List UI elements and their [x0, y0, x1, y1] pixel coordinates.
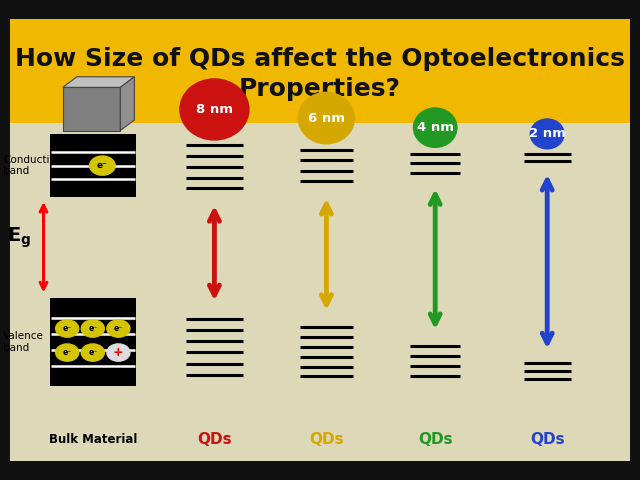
Text: Conduction
band: Conduction band — [3, 155, 63, 176]
Ellipse shape — [530, 118, 565, 150]
Text: e⁻: e⁻ — [114, 324, 123, 333]
Polygon shape — [63, 87, 120, 131]
Circle shape — [107, 320, 130, 337]
Text: 8 nm: 8 nm — [196, 103, 233, 116]
Polygon shape — [63, 77, 134, 87]
FancyBboxPatch shape — [10, 19, 630, 123]
Text: QDs: QDs — [309, 432, 344, 447]
Polygon shape — [120, 77, 134, 131]
Text: QDs: QDs — [197, 432, 232, 447]
FancyBboxPatch shape — [50, 134, 136, 197]
Text: Properties?: Properties? — [239, 77, 401, 101]
Text: 2 nm: 2 nm — [529, 127, 566, 141]
FancyBboxPatch shape — [50, 298, 136, 386]
Circle shape — [56, 344, 79, 361]
Circle shape — [81, 320, 104, 337]
Circle shape — [81, 344, 104, 361]
Text: +: + — [113, 346, 124, 359]
Text: $\mathbf{E_g}$: $\mathbf{E_g}$ — [6, 225, 31, 250]
Text: e⁻: e⁻ — [97, 161, 108, 170]
Ellipse shape — [413, 108, 458, 148]
Text: e⁻: e⁻ — [63, 324, 72, 333]
Text: QDs: QDs — [530, 432, 564, 447]
Circle shape — [90, 156, 115, 175]
Ellipse shape — [179, 78, 250, 141]
Text: e⁻: e⁻ — [63, 348, 72, 357]
Circle shape — [56, 320, 79, 337]
Circle shape — [107, 344, 130, 361]
Text: QDs: QDs — [418, 432, 452, 447]
Text: Bulk Material: Bulk Material — [49, 432, 137, 446]
Text: How Size of QDs affect the Optoelectronics: How Size of QDs affect the Optoelectroni… — [15, 47, 625, 71]
FancyBboxPatch shape — [10, 19, 630, 461]
Text: 4 nm: 4 nm — [417, 121, 454, 134]
Ellipse shape — [298, 92, 355, 144]
Text: e⁻: e⁻ — [88, 348, 97, 357]
Text: e⁻: e⁻ — [88, 324, 97, 333]
Text: Valence
band: Valence band — [3, 331, 44, 353]
Text: 6 nm: 6 nm — [308, 111, 345, 125]
